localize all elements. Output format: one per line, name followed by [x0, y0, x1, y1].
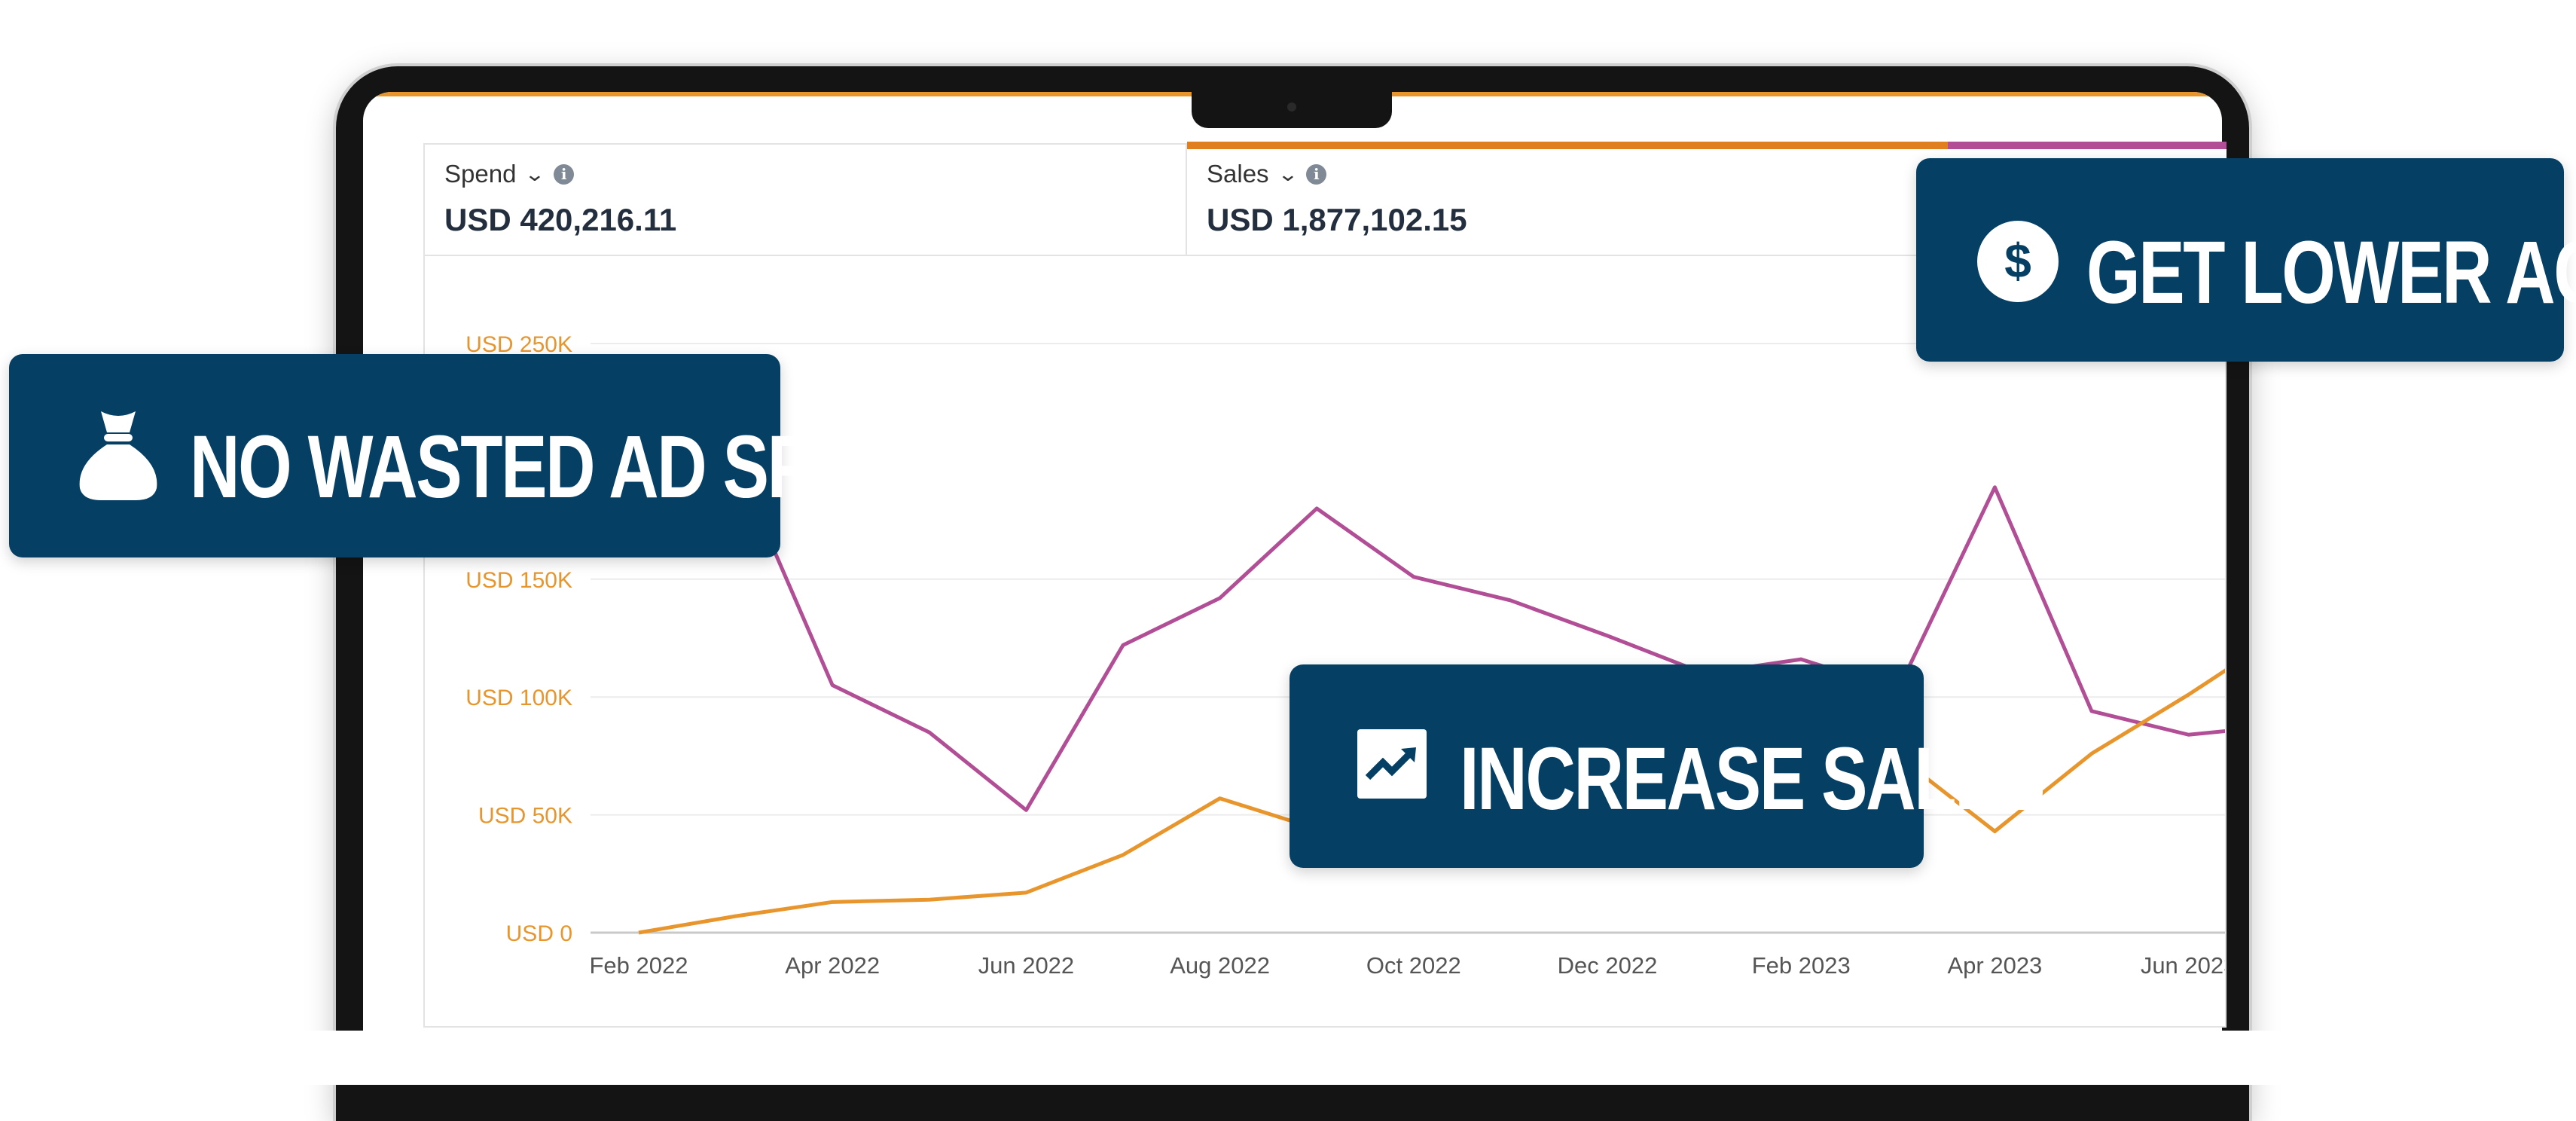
spend-series-indicator — [1187, 142, 1948, 149]
series-line-sales — [637, 389, 2225, 812]
x-tick-label: Dec 2022 — [1558, 952, 1658, 979]
spend-metric-tile[interactable]: Spend ⌄ i USD 420,216.11 — [425, 145, 1187, 256]
bottom-fade — [0, 1031, 2576, 1085]
callout-spend-text: NO WASTED AD SPEND — [190, 417, 954, 517]
spend-metric-value: USD 420,216.11 — [444, 202, 677, 237]
y-tick-label: USD 0 — [506, 921, 572, 946]
y-tick-label: USD 250K — [465, 332, 572, 357]
sales-metric-label: Sales — [1207, 160, 1269, 188]
info-icon[interactable]: i — [554, 163, 575, 185]
y-tick-label: USD 50K — [478, 804, 572, 829]
y-tick-label: USD 150K — [465, 568, 572, 593]
sales-series-indicator — [1948, 142, 2227, 149]
callout-no-wasted-spend: NO WASTED AD SPEND — [9, 354, 954, 557]
spend-metric-header[interactable]: Spend ⌄ i — [444, 160, 575, 188]
callout-sales-text: INCREASE SALES — [1460, 729, 2046, 829]
callout-increase-sales: INCREASE SALES — [1290, 664, 2046, 868]
dollar-circle-icon: $ — [1977, 221, 2059, 302]
x-tick-label: Aug 2022 — [1170, 952, 1270, 979]
spend-metric-label: Spend — [444, 160, 517, 188]
x-tick-label: Oct 2022 — [1366, 952, 1461, 979]
camera-icon — [1287, 102, 1296, 111]
callout-acos-text: GET LOWER ACOS — [2086, 223, 2576, 322]
money-bag-icon — [79, 411, 157, 500]
x-tick-label: Jun 2022 — [978, 952, 1075, 979]
sales-metric-header[interactable]: Sales ⌄ i — [1207, 160, 1327, 188]
x-tick-label: Apr 2023 — [1947, 952, 2042, 979]
x-tick-label: Feb 2022 — [590, 952, 688, 979]
x-tick-label: Jun 2023 — [2141, 952, 2225, 979]
svg-text:$: $ — [2004, 234, 2031, 288]
trending-up-icon — [1357, 729, 1427, 799]
camera-notch — [1192, 92, 1392, 128]
line-chart: USD 0 USD 50K USD 100K USD 150K USD 250K Feb … — [465, 332, 2225, 979]
x-tick-label: Apr 2022 — [785, 952, 880, 979]
sales-metric-value: USD 1,877,102.15 — [1207, 202, 1467, 237]
callout-lower-acos: $ GET LOWER ACOS — [1916, 158, 2576, 362]
info-icon[interactable]: i — [1306, 163, 1327, 185]
chevron-down-icon[interactable]: ⌄ — [1277, 162, 1299, 185]
chevron-down-icon[interactable]: ⌄ — [524, 162, 546, 185]
y-tick-label: USD 100K — [465, 686, 572, 710]
x-tick-label: Feb 2023 — [1752, 952, 1851, 979]
